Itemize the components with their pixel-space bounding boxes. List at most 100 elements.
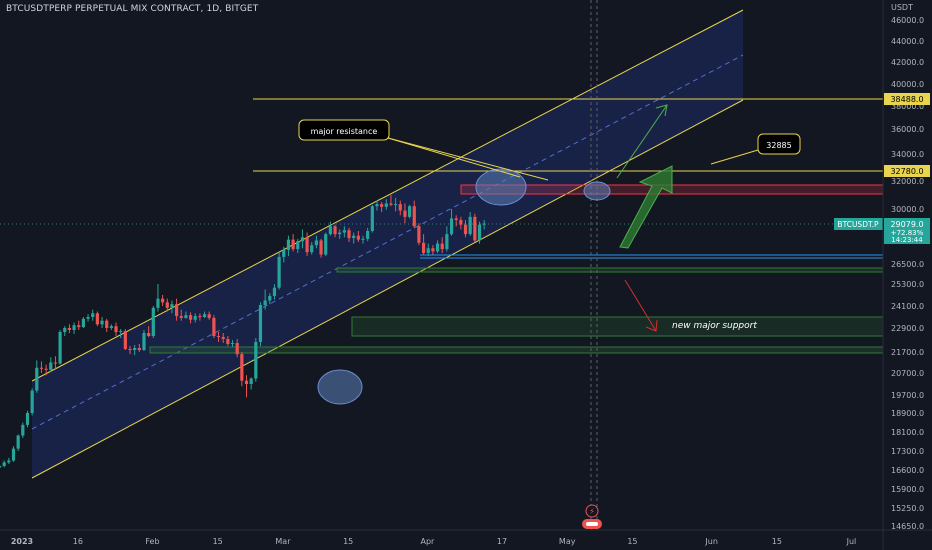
candle[interactable] <box>347 227 351 242</box>
candle[interactable] <box>151 306 155 338</box>
candle[interactable] <box>333 224 337 238</box>
candle[interactable] <box>109 324 113 330</box>
candle[interactable] <box>286 235 291 257</box>
candle[interactable] <box>156 284 160 312</box>
candle[interactable] <box>445 226 449 252</box>
candle[interactable] <box>324 232 328 257</box>
candle[interactable] <box>361 235 365 244</box>
candle[interactable] <box>370 204 374 233</box>
candle[interactable] <box>119 329 123 338</box>
candle[interactable] <box>0 464 2 469</box>
candle[interactable] <box>142 330 146 351</box>
candle[interactable] <box>114 322 118 337</box>
candle[interactable] <box>212 315 216 338</box>
candle[interactable] <box>254 338 258 382</box>
event-badge-lightning[interactable] <box>585 504 599 518</box>
candle[interactable] <box>133 345 137 356</box>
channel-upper-line[interactable] <box>31 9 744 382</box>
candle[interactable] <box>421 234 426 255</box>
candle[interactable] <box>72 322 76 335</box>
candle[interactable] <box>207 311 211 320</box>
candle[interactable] <box>263 289 267 310</box>
candle[interactable] <box>202 311 207 318</box>
candle[interactable] <box>35 360 39 393</box>
candle[interactable] <box>380 202 384 213</box>
candle[interactable] <box>477 221 482 244</box>
candle[interactable] <box>226 336 230 346</box>
candle[interactable] <box>25 410 30 428</box>
candle[interactable] <box>338 229 342 239</box>
highlight-ellipse-bottom[interactable] <box>317 369 363 405</box>
candle[interactable] <box>137 344 141 352</box>
candle[interactable] <box>53 356 58 369</box>
candle[interactable] <box>179 309 183 321</box>
candle[interactable] <box>305 232 309 257</box>
arrow-down-red[interactable] <box>624 279 658 332</box>
event-badges[interactable]: ⚡ <box>582 504 602 529</box>
candle[interactable] <box>482 220 486 230</box>
candle[interactable] <box>435 240 440 253</box>
candle[interactable] <box>468 212 472 236</box>
candle[interactable] <box>244 375 249 398</box>
candle[interactable] <box>389 195 393 207</box>
candle[interactable] <box>58 330 62 365</box>
candle[interactable] <box>268 293 272 305</box>
candle[interactable] <box>91 309 95 321</box>
candle[interactable] <box>39 361 44 373</box>
price-axis[interactable]: USDT 46000.0 44000.0 42000.0 40000.0 38000.0… <box>834 0 932 531</box>
candle[interactable] <box>459 216 463 230</box>
candle[interactable] <box>319 238 323 258</box>
candle[interactable] <box>296 238 300 253</box>
candle[interactable] <box>394 197 398 212</box>
highlight-ellipse-small[interactable] <box>583 181 611 201</box>
candle[interactable] <box>2 460 6 468</box>
support-zone-major[interactable] <box>351 316 884 337</box>
candle[interactable] <box>95 311 99 327</box>
regression-channel[interactable] <box>31 9 744 479</box>
candle[interactable] <box>249 377 253 390</box>
candle[interactable] <box>221 333 225 343</box>
candle[interactable] <box>11 446 16 462</box>
candle[interactable] <box>44 364 48 376</box>
candle[interactable] <box>356 231 360 242</box>
candle[interactable] <box>463 220 468 238</box>
candle[interactable] <box>310 242 314 255</box>
support-zone-1[interactable] <box>336 267 884 273</box>
candle[interactable] <box>440 237 444 253</box>
candle[interactable] <box>412 200 416 228</box>
candle[interactable] <box>123 329 127 350</box>
candle[interactable] <box>375 200 379 211</box>
candle[interactable] <box>398 200 402 216</box>
candle[interactable] <box>193 313 197 323</box>
candle[interactable] <box>384 199 388 210</box>
candle[interactable] <box>100 317 104 328</box>
candle[interactable] <box>473 213 477 242</box>
candle[interactable] <box>417 223 421 246</box>
candle[interactable] <box>49 357 53 372</box>
candle[interactable] <box>431 245 435 255</box>
candle[interactable] <box>449 209 454 236</box>
candle[interactable] <box>198 313 202 321</box>
callout-major-resistance[interactable]: major resistance <box>298 119 549 181</box>
candle[interactable] <box>426 243 430 257</box>
candle[interactable] <box>328 221 332 236</box>
candle[interactable] <box>165 298 169 312</box>
candle[interactable] <box>175 298 179 321</box>
candle[interactable] <box>105 318 109 332</box>
candle[interactable] <box>184 311 188 319</box>
candle[interactable] <box>408 204 412 219</box>
candle[interactable] <box>67 324 72 333</box>
candle[interactable] <box>188 312 193 324</box>
support-zone-3[interactable] <box>149 346 884 354</box>
candle[interactable] <box>16 434 20 451</box>
candle[interactable] <box>230 340 235 347</box>
callout-target[interactable]: 32885 <box>710 133 801 165</box>
candle[interactable] <box>81 317 85 328</box>
arrow-up-thin[interactable] <box>616 104 668 179</box>
candle[interactable] <box>314 235 318 249</box>
candle[interactable] <box>454 215 458 227</box>
candle[interactable] <box>86 314 90 322</box>
candle[interactable] <box>342 226 346 238</box>
arrow-up-large[interactable] <box>619 165 673 249</box>
